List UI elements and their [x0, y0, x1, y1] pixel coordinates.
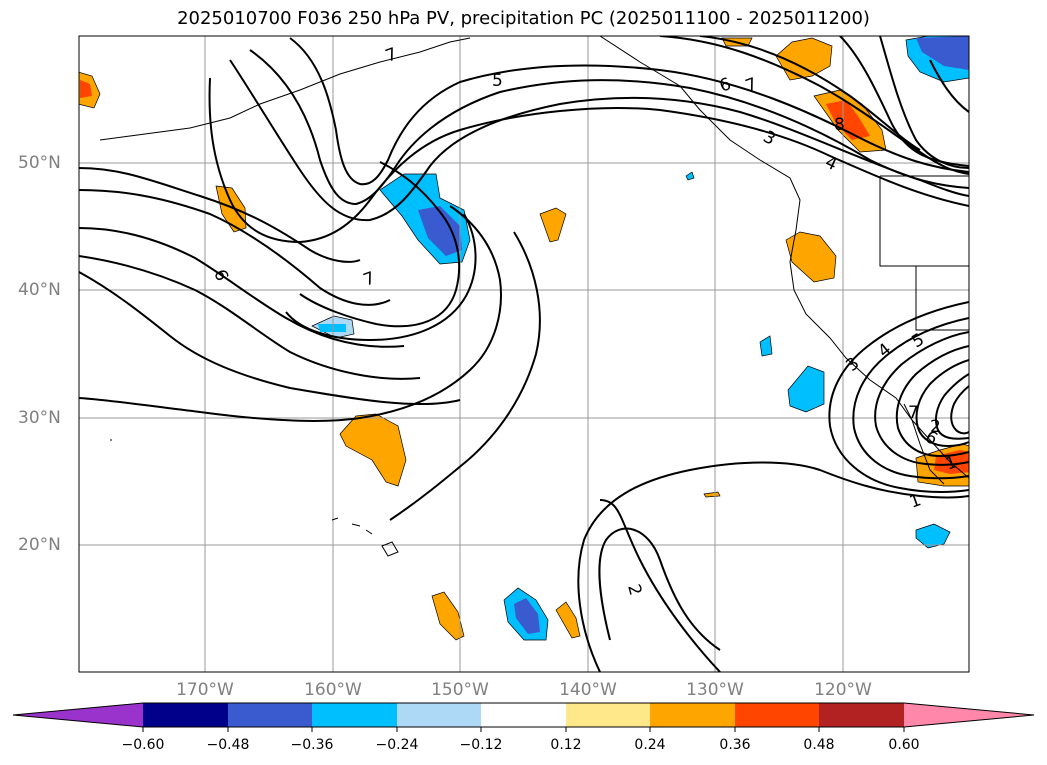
colorbar-segment — [819, 703, 904, 727]
colorbar-segment — [566, 703, 650, 727]
colorbar-segment — [650, 703, 735, 727]
contour-label: 2 — [623, 582, 645, 598]
contour-label: 5 — [492, 71, 503, 91]
contour-label: 7 — [908, 403, 919, 423]
colorbar — [12, 702, 1035, 732]
precip-negative-areas — [311, 36, 969, 641]
lon-label-130w: 130°W — [686, 680, 744, 700]
lat-label-50n: 50°N — [18, 153, 61, 173]
lon-label-120w: 120°W — [814, 680, 872, 700]
colorbar-segment — [228, 703, 312, 727]
colorbar-tick-label: 0.36 — [719, 737, 751, 753]
colorbar-tick-label: 0.48 — [803, 737, 835, 753]
colorbar-tick-label: −0.24 — [375, 737, 419, 753]
lon-label-140w: 140°W — [559, 680, 617, 700]
coastlines — [99, 36, 969, 557]
colorbar-tick-label: 0.24 — [634, 737, 666, 753]
colorbar-segment — [735, 703, 819, 727]
colorbar-tick-label: 0.12 — [550, 737, 582, 753]
lon-label-160w: 160°W — [304, 680, 362, 700]
map-title: 2025010700 F036 250 hPa PV, precipitatio… — [177, 8, 870, 29]
contour-label: 2 — [930, 417, 941, 437]
lat-lon-grid — [79, 36, 969, 672]
colorbar-tick-label: −0.12 — [459, 737, 503, 753]
precip-positive-areas — [79, 37, 969, 641]
colorbar-tick-label: 0.60 — [888, 737, 920, 753]
lon-label-150w: 150°W — [431, 680, 489, 700]
colorbar-segment — [13, 703, 143, 727]
pv-contours — [79, 36, 969, 672]
colorbar-tick-label: −0.48 — [206, 737, 250, 753]
colorbar-tick-label: −0.36 — [290, 737, 334, 753]
lon-label-170w: 170°W — [176, 680, 234, 700]
map-frame — [78, 35, 970, 673]
colorbar-segment — [904, 703, 1034, 727]
colorbar-segment — [312, 703, 397, 727]
colorbar-segment — [397, 703, 481, 727]
lat-label-20n: 20°N — [18, 535, 61, 555]
contour-label: 8 — [834, 115, 845, 135]
colorbar-segment — [143, 703, 228, 727]
colorbar-segment — [481, 703, 566, 727]
colorbar-tick-label: −0.60 — [121, 737, 165, 753]
lat-label-40n: 40°N — [18, 280, 61, 300]
lat-label-30n: 30°N — [18, 408, 61, 428]
